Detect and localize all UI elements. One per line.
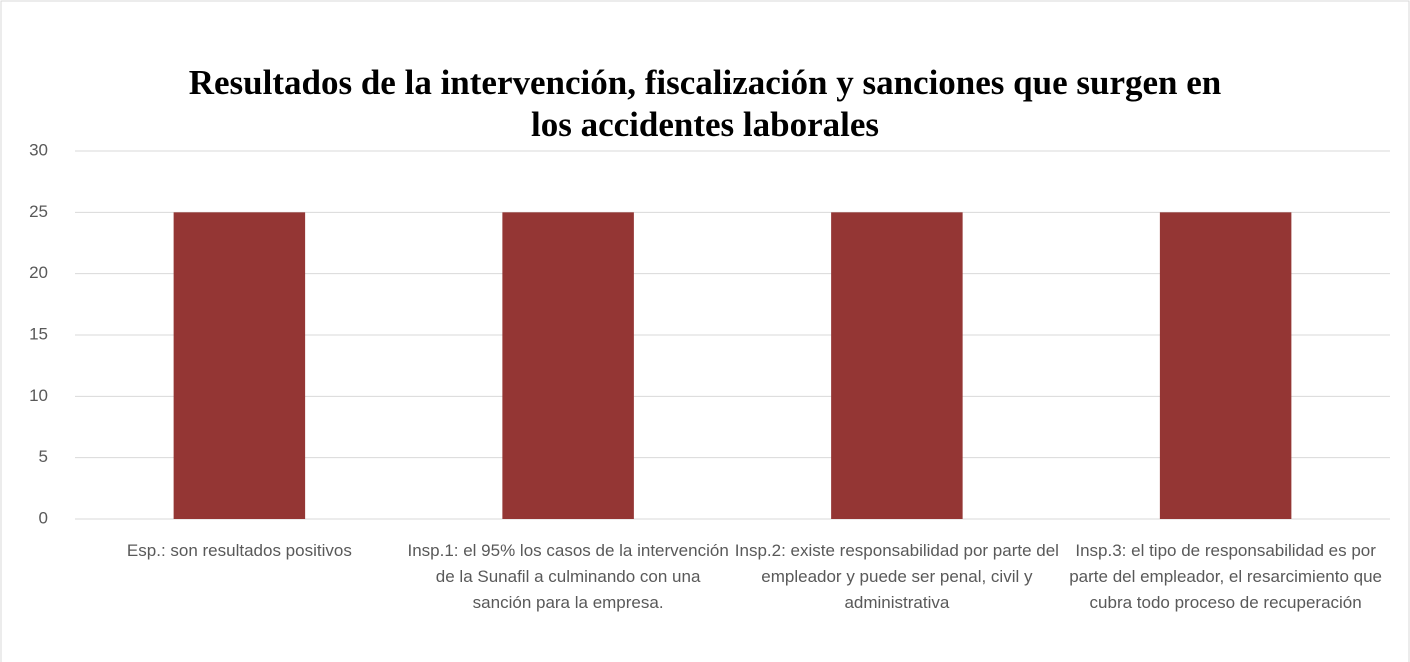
chart-title: Resultados de la intervención, fiscaliza… (188, 63, 1222, 144)
x-tick-label: Insp.3: el tipo de responsabilidad es po… (1069, 541, 1383, 612)
y-tick-label: 10 (29, 386, 48, 405)
bar (502, 212, 634, 520)
y-tick-label: 25 (29, 202, 48, 221)
y-tick-label: 30 (29, 140, 48, 159)
bar (173, 212, 306, 520)
x-tick-label: Insp.1: el 95% los casos de la intervenc… (407, 541, 729, 612)
bar (1159, 212, 1292, 520)
bar (831, 212, 963, 520)
y-tick-label: 0 (39, 508, 48, 527)
y-tick-label: 20 (29, 263, 48, 282)
x-tick-label: Esp.: son resultados positivos (126, 541, 352, 560)
x-tick-label: Insp.2: existe responsabilidad por parte… (734, 541, 1059, 612)
y-tick-label: 5 (39, 447, 48, 466)
y-tick-label: 15 (29, 324, 48, 343)
